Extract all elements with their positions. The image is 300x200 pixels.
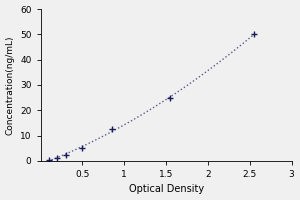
Y-axis label: Concentration(ng/mL): Concentration(ng/mL) bbox=[6, 35, 15, 135]
X-axis label: Optical Density: Optical Density bbox=[128, 184, 204, 194]
